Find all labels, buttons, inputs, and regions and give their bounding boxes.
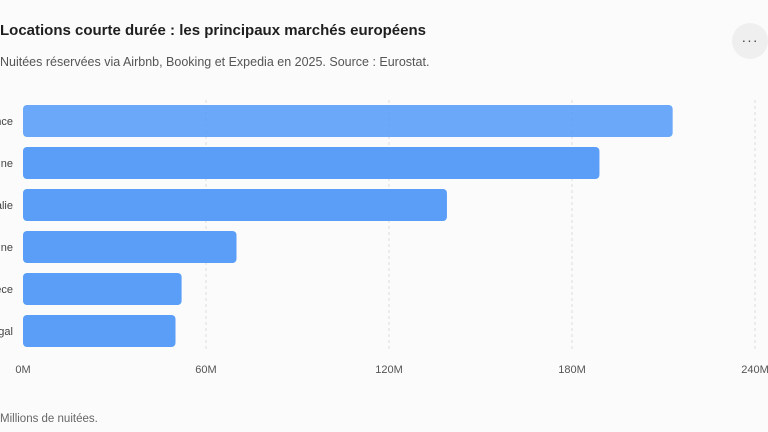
- chart-footnote: Millions de nuitées.: [0, 413, 98, 425]
- bar-chart: France Espagne Italie Allemagne Grèce Portuga…: [0, 100, 768, 376]
- bar[interactable]: [23, 315, 176, 347]
- category-label: Italie: [0, 200, 13, 212]
- x-tick-label: 240M: [741, 364, 768, 376]
- chart-subtitle: Nuitées réservées via Airbnb, Booking et…: [0, 55, 430, 69]
- category-labels: France Espagne Italie Allemagne Grèce Portuga…: [0, 116, 13, 338]
- bar[interactable]: [23, 273, 182, 305]
- x-tick-label: 0M: [15, 364, 30, 376]
- bar[interactable]: [23, 105, 673, 137]
- bar[interactable]: [23, 189, 447, 221]
- bars: [23, 105, 673, 347]
- gridlines: [205, 100, 756, 352]
- x-tick-label: 60M: [195, 364, 216, 376]
- category-label: Portugal: [0, 326, 13, 338]
- bar[interactable]: [23, 231, 237, 263]
- category-label: Grèce: [0, 284, 13, 296]
- more-options-button[interactable]: ···: [732, 23, 768, 59]
- category-label: Espagne: [0, 158, 13, 170]
- category-label: Allemagne: [0, 242, 13, 254]
- bar[interactable]: [23, 147, 600, 179]
- x-tick-label: 120M: [375, 364, 403, 376]
- x-tick-label: 180M: [558, 364, 586, 376]
- x-axis-ticks: 0M 60M 120M 180M 240M: [15, 364, 768, 376]
- chart-title: Locations courte durée : les principaux …: [0, 22, 426, 39]
- category-label: France: [0, 116, 13, 128]
